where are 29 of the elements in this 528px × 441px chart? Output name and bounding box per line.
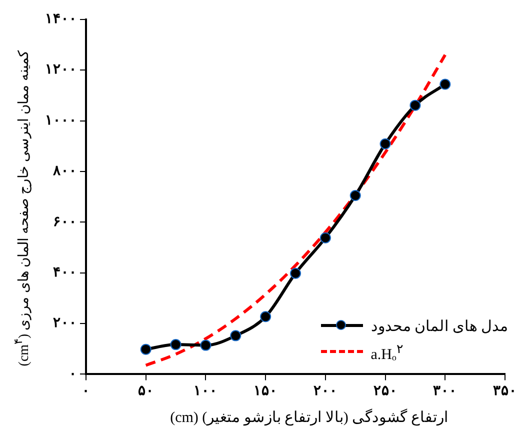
x-tick-label: ۵۰ bbox=[138, 384, 154, 400]
point bbox=[290, 268, 301, 279]
x-tick-label: ۱۵۰ bbox=[254, 384, 278, 400]
point bbox=[440, 78, 451, 90]
x-tick-label: ۳۰۰ bbox=[433, 384, 458, 400]
x-tick-label: ۰ bbox=[82, 384, 90, 400]
x-tick-label: ۲۵۰ bbox=[373, 384, 398, 400]
x-tick-label: ۳۵۰ bbox=[493, 384, 517, 400]
x-axis-title: ارتفاع گشودگی (بالا ارتفاع بازشو متغیر) (cm) bbox=[169, 408, 449, 427]
x-tick-label: ۱۰۰ bbox=[194, 384, 218, 400]
legend-label: مدل های المان محدود bbox=[370, 318, 508, 336]
y-tick-label: ۲۰۰ bbox=[53, 316, 77, 332]
point bbox=[350, 190, 361, 202]
point bbox=[410, 100, 421, 111]
point bbox=[380, 138, 391, 150]
point bbox=[230, 330, 242, 342]
y-tick-label: ۱۴۰۰ bbox=[45, 12, 77, 28]
y-tick-label: ۴۰۰ bbox=[53, 265, 77, 280]
point bbox=[200, 340, 212, 351]
x-tick-label: ۲۰۰ bbox=[313, 384, 338, 400]
point bbox=[260, 311, 272, 322]
y-tick-label: ۸۰۰ bbox=[52, 164, 77, 180]
y-tick-label: ۰ bbox=[69, 366, 77, 382]
y-tick-label: ۶۰۰ bbox=[53, 214, 77, 230]
y-tick-label: ۱۰۰۰ bbox=[45, 113, 77, 128]
y-tick-label: ۱۲۰۰ bbox=[45, 62, 77, 78]
point bbox=[140, 344, 152, 355]
point bbox=[320, 232, 331, 244]
point bbox=[170, 339, 182, 350]
